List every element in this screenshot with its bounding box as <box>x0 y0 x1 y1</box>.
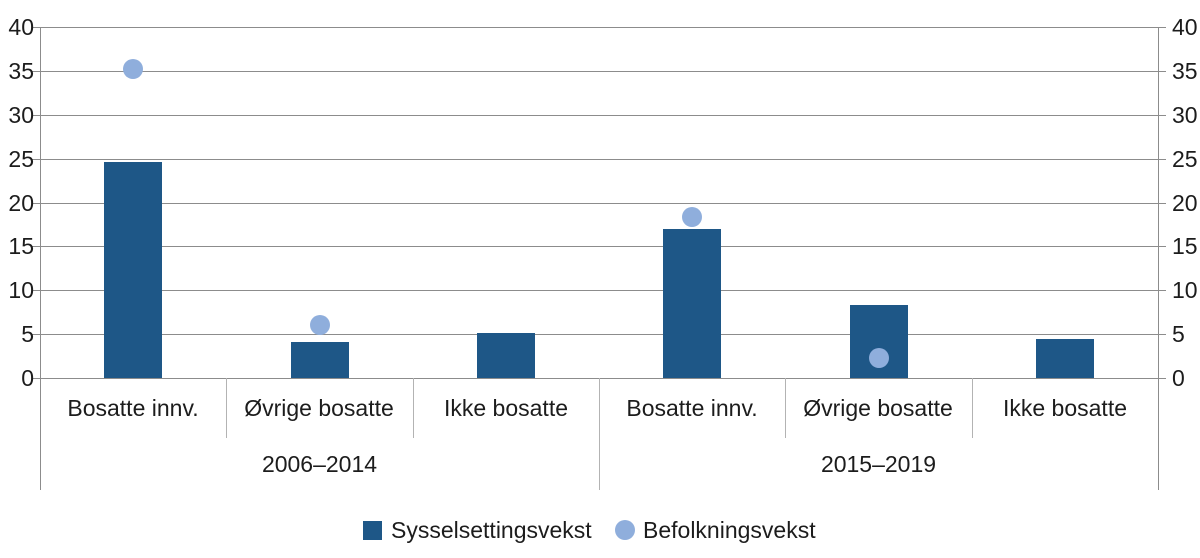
y-axis-label-left: 20 <box>8 190 34 216</box>
y-axis-label-right: 10 <box>1172 277 1198 303</box>
y-axis-label-left: 30 <box>8 102 34 128</box>
period-label: 2015–2019 <box>820 451 937 477</box>
y-axis-tick-left <box>32 71 40 72</box>
period-separator <box>599 378 600 490</box>
y-axis-label-left: 35 <box>8 58 34 84</box>
y-axis-tick-right <box>1158 115 1166 116</box>
gridline <box>40 71 1158 72</box>
category-separator <box>226 378 227 438</box>
bar-sysselsettingsvekst <box>104 162 162 378</box>
category-separator <box>972 378 973 438</box>
y-axis-label-left: 0 <box>21 365 34 391</box>
y-axis-label-right: 35 <box>1172 58 1198 84</box>
gridline <box>40 27 1158 28</box>
y-axis-tick-right <box>1158 246 1166 247</box>
gridline <box>40 115 1158 116</box>
y-axis-label-left: 40 <box>8 14 34 40</box>
category-label: Ikke bosatte <box>1002 395 1128 421</box>
gridline <box>40 203 1158 204</box>
y-axis-label-left: 25 <box>8 146 34 172</box>
marker-series-swatch-icon <box>615 520 635 540</box>
legend-item-sysselsettingsvekst: Sysselsettingsvekst <box>363 508 593 552</box>
category-label: Øvrige bosatte <box>244 395 394 421</box>
category-separator <box>413 378 414 438</box>
y-axis-label-right: 0 <box>1172 365 1185 391</box>
chart-legend: Sysselsettingsvekst Befolkningsvekst <box>0 508 1200 552</box>
category-label: Ikke bosatte <box>443 395 569 421</box>
y-axis-label-right: 5 <box>1172 321 1185 347</box>
y-axis-tick-left <box>32 246 40 247</box>
marker-befolkningsvekst <box>869 348 889 368</box>
y-axis-tick-right <box>1158 290 1166 291</box>
y-axis-tick-left <box>32 203 40 204</box>
category-label: Bosatte innv. <box>626 395 758 421</box>
marker-befolkningsvekst <box>310 315 330 335</box>
y-axis-label-right: 20 <box>1172 190 1198 216</box>
gridline <box>40 334 1158 335</box>
legend-item-befolkningsvekst: Befolkningsvekst <box>615 508 825 552</box>
y-axis-line-right <box>1158 27 1159 490</box>
marker-befolkningsvekst <box>682 207 702 227</box>
y-axis-label-right: 40 <box>1172 14 1198 40</box>
bar-sysselsettingsvekst <box>663 229 721 378</box>
gridline <box>40 290 1158 291</box>
period-label: 2006–2014 <box>261 451 378 477</box>
y-axis-label-right: 30 <box>1172 102 1198 128</box>
gridline <box>40 159 1158 160</box>
y-axis-label-left: 10 <box>8 277 34 303</box>
y-axis-label-left: 5 <box>21 321 34 347</box>
category-label: Bosatte innv. <box>67 395 199 421</box>
y-axis-tick-right <box>1158 159 1166 160</box>
y-axis-tick-left <box>32 334 40 335</box>
bar-series-swatch-icon <box>363 521 382 540</box>
marker-befolkningsvekst <box>123 59 143 79</box>
category-separator <box>785 378 786 438</box>
y-axis-tick-left <box>32 378 40 379</box>
y-axis-tick-right <box>1158 71 1166 72</box>
bar-sysselsettingsvekst <box>1036 339 1094 378</box>
y-axis-tick-right <box>1158 203 1166 204</box>
y-axis-tick-right <box>1158 27 1166 28</box>
y-axis-tick-right <box>1158 378 1166 379</box>
y-axis-line-left <box>40 27 41 490</box>
y-axis-label-right: 25 <box>1172 146 1198 172</box>
bar-sysselsettingsvekst <box>291 342 349 378</box>
legend-label-befolkningsvekst: Befolkningsvekst <box>643 517 816 543</box>
y-axis-tick-left <box>32 115 40 116</box>
y-axis-tick-left <box>32 159 40 160</box>
category-label: Øvrige bosatte <box>803 395 953 421</box>
y-axis-tick-right <box>1158 334 1166 335</box>
gridline <box>40 246 1158 247</box>
y-axis-tick-left <box>32 290 40 291</box>
bar-sysselsettingsvekst <box>477 333 535 378</box>
y-axis-tick-left <box>32 27 40 28</box>
y-axis-label-right: 15 <box>1172 233 1198 259</box>
legend-label-sysselsettingsvekst: Sysselsettingsvekst <box>391 517 592 543</box>
y-axis-label-left: 15 <box>8 233 34 259</box>
